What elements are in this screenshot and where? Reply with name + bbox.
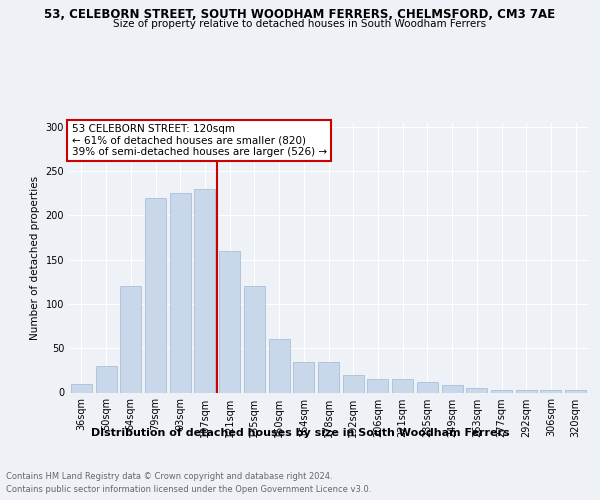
Text: Contains HM Land Registry data © Crown copyright and database right 2024.: Contains HM Land Registry data © Crown c… — [6, 472, 332, 481]
Text: 53, CELEBORN STREET, SOUTH WOODHAM FERRERS, CHELMSFORD, CM3 7AE: 53, CELEBORN STREET, SOUTH WOODHAM FERRE… — [44, 8, 556, 20]
Bar — [565, 390, 586, 392]
Bar — [219, 251, 240, 392]
Bar — [244, 286, 265, 393]
Y-axis label: Number of detached properties: Number of detached properties — [30, 176, 40, 340]
Bar — [541, 390, 562, 392]
Bar — [293, 362, 314, 392]
Bar — [417, 382, 438, 392]
Bar — [318, 362, 339, 392]
Bar — [95, 366, 116, 392]
Bar — [145, 198, 166, 392]
Bar — [269, 340, 290, 392]
Text: Size of property relative to detached houses in South Woodham Ferrers: Size of property relative to detached ho… — [113, 19, 487, 29]
Bar — [516, 390, 537, 392]
Bar — [466, 388, 487, 392]
Bar — [120, 286, 141, 393]
Text: 53 CELEBORN STREET: 120sqm
← 61% of detached houses are smaller (820)
39% of sem: 53 CELEBORN STREET: 120sqm ← 61% of deta… — [71, 124, 327, 157]
Bar — [442, 386, 463, 392]
Bar — [392, 379, 413, 392]
Bar — [491, 390, 512, 392]
Bar — [170, 194, 191, 392]
Text: Distribution of detached houses by size in South Woodham Ferrers: Distribution of detached houses by size … — [91, 428, 509, 438]
Text: Contains public sector information licensed under the Open Government Licence v3: Contains public sector information licen… — [6, 485, 371, 494]
Bar — [343, 375, 364, 392]
Bar — [194, 189, 215, 392]
Bar — [367, 379, 388, 392]
Bar — [71, 384, 92, 392]
